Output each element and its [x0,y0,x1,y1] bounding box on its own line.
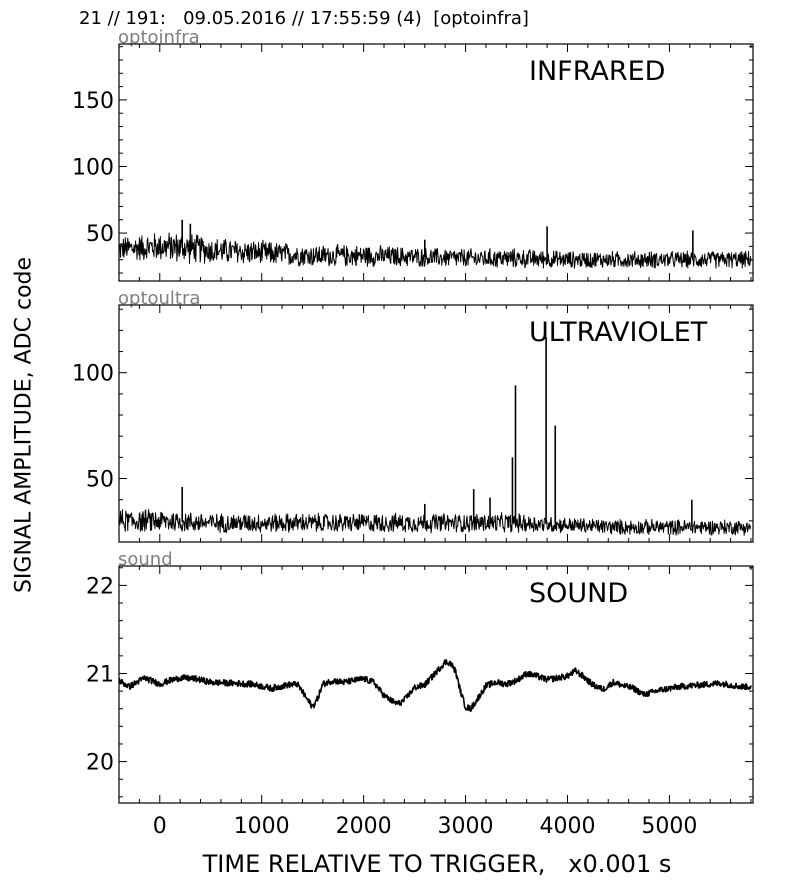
panel-sound: sound SOUND 20 21 22 0 1000 2000 3000 4000 5000 [86,549,754,839]
x-axis-label: TIME RELATIVE TO TRIGGER, x0.001 s [202,850,672,878]
panel-title: SOUND [529,578,628,609]
figure-header: 21 // 191: 09.05.2016 // 17:55:59 (4) [o… [79,8,529,29]
signal-trace [118,509,751,536]
x-tick-label: 3000 [438,814,494,839]
axes-frame [118,565,754,804]
channel-label: optoinfra [118,27,200,48]
y-tick-label: 100 [72,362,114,387]
panel-title: INFRARED [529,56,665,87]
channel-label: sound [118,549,173,570]
axes-frame [118,304,754,543]
y-tick-label: 50 [86,468,114,493]
y-tick-label: 20 [86,751,114,776]
signal-trace [118,659,752,713]
x-tick-label: 2000 [336,814,392,839]
y-tick-label: 150 [72,89,114,114]
x-tick-label: 0 [153,814,167,839]
x-tick-label: 1000 [234,814,290,839]
panel-optoultra: optoultra ULTRAVIOLET 50 100 [72,288,754,543]
channel-label: optoultra [118,288,200,309]
axes-frame [118,43,754,282]
x-tick-label: 4000 [539,814,595,839]
x-tick-label: 5000 [641,814,697,839]
panel-title: ULTRAVIOLET [529,317,708,348]
y-tick-label: 50 [86,222,114,247]
signal-trace [118,232,752,269]
y-tick-label: 100 [72,155,114,180]
y-tick-label: 21 [86,662,114,687]
y-tick-label: 22 [86,574,114,599]
panel-optoinfra: optoinfra INFRARED 50 100 150 [72,27,754,282]
